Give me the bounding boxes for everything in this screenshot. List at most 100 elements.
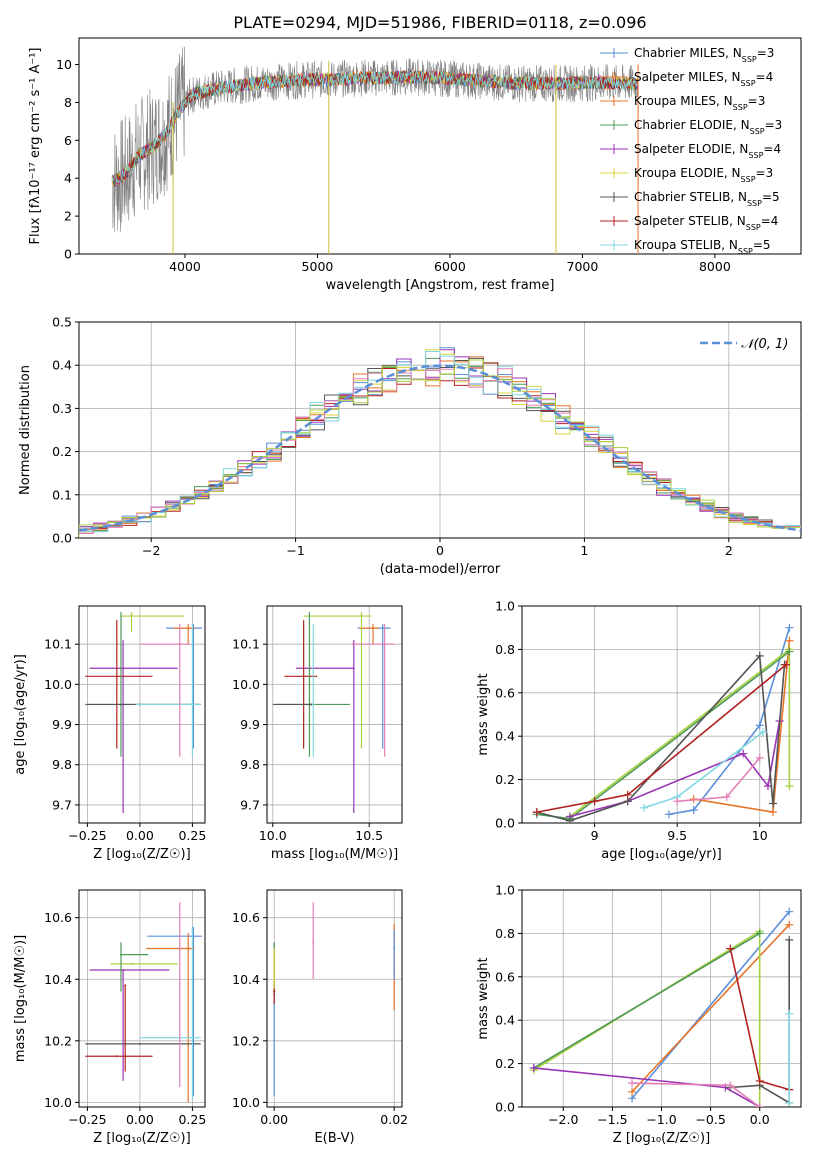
y-tick-label: 10.4 [44,972,72,987]
model-spectrum-line [111,69,639,183]
weight-marker [759,727,768,736]
y-tick-label: 0.4 [495,729,515,744]
x-tick-label: 0 [436,543,444,558]
x-tick-label: 0.00 [126,1112,154,1127]
data-point [273,990,276,993]
y-tick-label: 9.9 [240,717,260,732]
x-tick-label: 6000 [434,259,466,274]
weight-marker [628,1087,637,1096]
x-axis-label: Z [log₁₀(Z/Z☉)] [613,1131,710,1146]
y-tick-label: 0.2 [495,772,515,787]
legend-label: Chabrier ELODIE, NSSP=3 [634,118,782,136]
weight-series-line [536,654,786,822]
y-tick-label: 6 [64,133,72,148]
y-axis-label: mass weight [476,957,491,1039]
panel-residual-histogram: −2 −1 0 1 2 0.0 0.1 0.2 0.3 0.4 0.5 (data-model)/er… [18,315,802,577]
data-point [130,962,133,965]
y-tick-label: 0.5 [52,315,72,330]
x-axis-label: Z [log₁₀(Z/Z☉)] [93,1131,190,1146]
y-tick-label: 9.7 [52,797,72,812]
panel-age-vs-mass: 10.0 10.5 9.7 9.8 9.9 10.0 10.1 mass [log₁₀(M/M… [232,605,403,862]
weight-series-line [631,911,790,1099]
data-point [130,615,133,618]
weight-series-line [631,924,790,1093]
x-tick-label: 0.0 [750,1112,770,1127]
weight-marker [726,1081,735,1090]
axes-frame [78,605,206,824]
data-point [120,953,122,956]
x-tick-label: −1 [286,543,304,558]
weight-marker [565,816,574,823]
x-tick-label: −0.25 [68,828,106,843]
x-tick-label: 10 [752,828,768,843]
axes-frame [521,605,802,824]
data-point [115,1055,118,1058]
weight-marker [623,790,632,799]
weight-marker [529,1063,538,1072]
panel-mass-vs-ebv: 0.00 0.02 10.0 10.2 10.4 10.6 E(B-V) [232,889,408,1146]
y-tick-label: 10.6 [232,910,260,925]
legend-label: Kroupa MILES, NSSP=3 [634,94,765,112]
y-tick-label: 10.0 [232,1095,260,1110]
x-tick-label: 10.0 [259,828,287,843]
weight-marker [532,808,541,817]
panel-weight-vs-metallicity: −2.0 −1.5 −1.0 −0.5 0.0 0.0 0.2 0.4 0.6 0.8 1.0 Z [… [476,883,802,1146]
axes-frame [78,889,206,1108]
weight-marker [785,782,794,791]
weight-marker [755,1076,764,1085]
weight-marker [768,808,777,817]
y-axis-label: Flux [fλ10⁻¹⁷ erg cm⁻² s⁻¹ A⁻¹] [28,48,43,245]
data-point [187,627,190,630]
data-point [122,667,125,670]
x-tick-label: 8000 [699,259,731,274]
data-point [178,643,181,646]
weight-marker [755,1103,764,1107]
data-point [273,978,276,981]
x-tick-label: 0.25 [178,828,206,843]
weight-marker [782,660,791,669]
plot-area [85,902,202,1103]
y-tick-label: 0.3 [52,401,72,416]
y-tick-label: 10.0 [44,1095,72,1110]
axes-frame [266,889,403,1108]
x-tick-label: 9 [591,828,599,843]
x-axis-label: Z [log₁₀(Z/Z☉)] [93,847,190,862]
y-tick-label: 8 [64,95,72,110]
weight-marker [640,803,649,812]
model-spectrum-line [111,69,639,187]
x-tick-label: 5000 [302,259,334,274]
weight-marker [785,623,794,632]
weight-marker [689,805,698,814]
x-tick-label: 4000 [169,259,201,274]
y-tick-label: 0.6 [495,685,515,700]
legend-label: Salpeter STELIB, NSSP=4 [634,214,778,232]
y-tick-label: 2 [64,209,72,224]
data-point [393,947,396,950]
x-tick-label: −2.0 [548,1112,578,1127]
plot-area [273,902,396,1097]
y-tick-label: 1.0 [495,599,515,614]
plot-area [79,347,801,538]
weight-marker [628,1079,637,1088]
y-tick-label: 0.8 [495,926,515,941]
weight-marker [755,721,764,730]
y-tick-label: 0 [64,247,72,262]
data-point [352,667,355,670]
weight-marker [755,753,764,762]
y-tick-label: 1.0 [495,883,515,898]
data-point [187,947,190,950]
y-tick-label: 10.1 [232,637,260,652]
y-tick-label: 9.8 [240,757,260,772]
y-tick-label: 9.8 [52,757,72,772]
weight-marker [673,797,682,806]
weight-marker [664,810,673,819]
figure-title: PLATE=0294, MJD=51986, FIBERID=0118, z=0… [233,13,646,32]
data-point [191,703,194,706]
y-tick-label: 9.9 [52,717,72,732]
y-axis-label: mass weight [476,673,491,755]
x-tick-label: 0.00 [260,1112,288,1127]
y-tick-label: 10.6 [44,910,72,925]
y-tick-label: 10 [56,57,72,72]
x-tick-label: 0.00 [126,828,154,843]
axes-frame [78,37,802,255]
